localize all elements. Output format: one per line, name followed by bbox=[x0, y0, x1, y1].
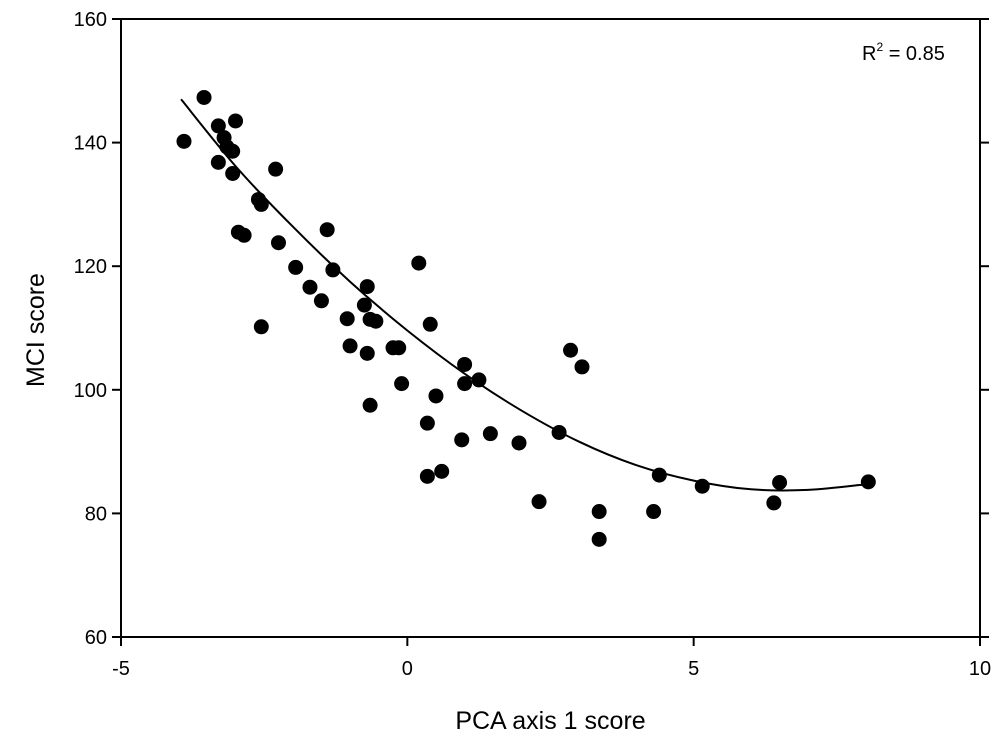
r-squared-superscript: 2 bbox=[876, 40, 883, 54]
data-point bbox=[342, 338, 358, 354]
data-point bbox=[772, 475, 788, 490]
data-point bbox=[359, 345, 375, 361]
r-squared-annotation: R2 = 0.85 bbox=[862, 40, 945, 65]
y-tick-label: 60 bbox=[85, 627, 107, 649]
y-tick-label: 140 bbox=[74, 133, 107, 155]
data-point bbox=[457, 356, 473, 372]
data-point bbox=[236, 227, 252, 243]
data-point bbox=[591, 504, 607, 520]
data-point bbox=[411, 255, 427, 271]
data-point bbox=[574, 359, 590, 375]
data-point bbox=[359, 279, 375, 295]
x-tick-label: -5 bbox=[112, 658, 130, 680]
y-tick-label: 100 bbox=[74, 380, 107, 402]
data-point bbox=[482, 426, 498, 442]
data-point bbox=[253, 196, 269, 212]
data-point bbox=[646, 504, 662, 520]
data-point bbox=[457, 376, 473, 392]
data-point bbox=[591, 531, 607, 547]
x-tick-label: 10 bbox=[969, 658, 991, 680]
data-point bbox=[339, 311, 355, 327]
data-point bbox=[368, 313, 384, 329]
y-axis-title: MCI score bbox=[22, 273, 50, 387]
data-points bbox=[176, 89, 876, 547]
data-point bbox=[454, 432, 470, 448]
data-point bbox=[302, 279, 318, 295]
data-point bbox=[270, 235, 286, 251]
data-point bbox=[196, 89, 212, 105]
data-point bbox=[225, 166, 241, 181]
data-point bbox=[434, 463, 450, 479]
data-point bbox=[694, 478, 710, 494]
data-point bbox=[563, 342, 579, 358]
data-point bbox=[210, 118, 226, 134]
data-point bbox=[860, 474, 876, 490]
data-point bbox=[225, 143, 241, 159]
data-point bbox=[471, 372, 487, 388]
x-axis-title: PCA axis 1 score bbox=[455, 707, 645, 735]
data-point bbox=[391, 340, 407, 356]
axis-ticks bbox=[112, 18, 989, 646]
r-squared-value: = 0.85 bbox=[883, 43, 945, 65]
y-tick-label: 80 bbox=[85, 503, 107, 525]
data-point bbox=[428, 388, 444, 404]
data-point bbox=[419, 468, 435, 484]
data-point bbox=[419, 415, 435, 431]
data-point bbox=[210, 154, 226, 170]
data-point bbox=[531, 494, 547, 510]
data-point bbox=[176, 133, 192, 149]
fit-curve bbox=[180, 98, 866, 492]
data-point bbox=[651, 467, 667, 483]
data-point bbox=[362, 397, 378, 413]
data-point bbox=[313, 293, 329, 309]
plot-frame bbox=[120, 18, 981, 638]
data-point bbox=[422, 316, 438, 332]
r-squared-base: R bbox=[862, 43, 876, 65]
y-tick-label: 160 bbox=[74, 9, 107, 31]
data-point bbox=[268, 161, 284, 177]
data-point bbox=[325, 262, 341, 278]
y-tick-label: 120 bbox=[74, 256, 107, 278]
data-point bbox=[394, 376, 410, 392]
data-point bbox=[356, 297, 372, 313]
data-point bbox=[551, 424, 567, 440]
x-tick-label: 5 bbox=[688, 658, 699, 680]
data-point bbox=[253, 319, 269, 335]
data-point bbox=[319, 222, 335, 238]
data-point bbox=[288, 259, 304, 275]
data-point bbox=[766, 495, 782, 511]
data-point bbox=[228, 113, 244, 129]
data-point bbox=[511, 435, 527, 451]
axis-tick-labels: 60 80 100 120 140 160 -5 0 5 10 bbox=[74, 9, 992, 680]
x-tick-label: 0 bbox=[402, 658, 413, 680]
